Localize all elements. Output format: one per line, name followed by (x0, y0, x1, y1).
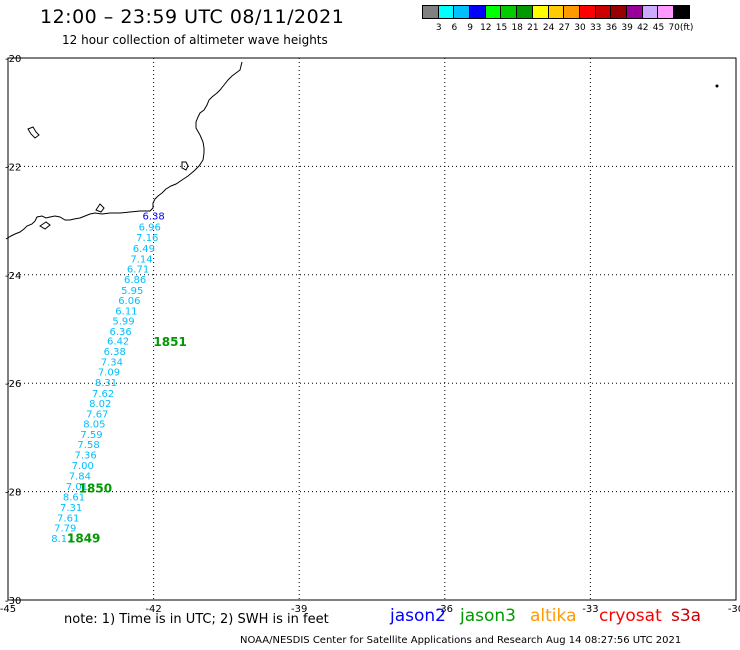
wave-height-value: 7.36 (75, 451, 97, 462)
wave-height-value: 8.61 (63, 492, 85, 503)
lat-tick-label: -30 (5, 596, 21, 607)
wave-height-value: 8.17 (51, 534, 73, 545)
wave-height-value: 7.31 (60, 503, 82, 514)
lat-tick-label: -20 (5, 54, 21, 65)
wave-height-value: 7.59 (80, 430, 102, 441)
lat-tick-label: -24 (5, 271, 21, 282)
credit-line: NOAA/NESDIS Center for Satellite Applica… (240, 635, 682, 646)
wave-height-value: 7.34 (101, 357, 123, 368)
coastal-lagoon (39, 221, 51, 230)
lon-tick-label: -42 (145, 604, 161, 615)
wave-height-value: 7.58 (77, 440, 99, 451)
wave-height-value: 7.62 (92, 389, 114, 400)
coastal-island (181, 161, 189, 171)
wave-height-value: 7.61 (57, 513, 79, 524)
brazil-coastline (5, 61, 243, 240)
footer-note: note: 1) Time is in UTC; 2) SWH is in fe… (64, 612, 329, 627)
color-scale-label: 39 (621, 23, 633, 33)
observations-layer: 6.386.967.166.497.146.716.865.956.066.11… (51, 212, 187, 546)
lon-tick-label: -45 (0, 604, 16, 615)
color-scale-label: 21 (527, 23, 539, 33)
wave-height-value: 5.99 (112, 317, 134, 328)
color-scale-label: 33 (589, 23, 602, 33)
color-scale-label: 27 (558, 23, 571, 33)
wave-height-color-scale: 3 6 9 12 15 18 21 24 27 30 33 36 39 42 45 70 (ft) (422, 5, 693, 33)
color-scale-label: 6 (451, 23, 458, 33)
lon-tick-label: -36 (437, 604, 453, 615)
wave-height-value: 7.00 (72, 461, 94, 472)
map-subtitle: 12 hour collection of altimeter wave hei… (62, 33, 328, 47)
coastline (5, 61, 719, 240)
color-scale-label: 24 (542, 23, 555, 33)
wave-height-value: 6.36 (109, 327, 131, 338)
wave-height-value: 8.02 (89, 399, 111, 410)
lon-tick-label: -39 (291, 604, 307, 615)
inland-lagoon (27, 126, 40, 139)
color-scale-unit: (ft) (679, 23, 694, 33)
lon-tick-label: -30 (728, 604, 740, 615)
map-frame (7, 57, 737, 601)
wave-height-value: 6.86 (124, 275, 146, 286)
lon-tick-label: -33 (582, 604, 598, 615)
wave-height-value: 6.71 (127, 265, 149, 276)
pass-time-label: 1850 (79, 482, 112, 496)
map-title: 12:00 – 23:59 UTC 08/11/2021 (40, 6, 345, 28)
color-scale-label: 36 (605, 23, 618, 33)
color-scale-swatches (422, 5, 690, 19)
wave-height-value: 7.84 (69, 472, 91, 483)
wave-height-value: 6.38 (104, 347, 126, 358)
wave-height-value: 8.05 (83, 420, 105, 431)
wave-height-value: 7.14 (130, 254, 152, 265)
pass-time-label: 1851 (153, 335, 186, 349)
lat-tick-label: -28 (5, 488, 21, 499)
wave-height-value: 6.42 (107, 337, 129, 348)
lat-lon-grid: -45 -42 -39 -36 -33 -30 -20 -22 -24 -26 -28 -30 (0, 54, 740, 615)
color-scale-label: 70 (668, 23, 680, 33)
color-scale-label: 18 (511, 23, 523, 33)
wave-height-value: 7.79 (54, 524, 76, 535)
color-scale-label: 9 (467, 23, 473, 33)
wave-height-value: 6.38 (142, 212, 164, 223)
wave-height-value: 6.49 (133, 244, 155, 255)
legend-s3a: s3a (671, 606, 702, 626)
lat-tick-label: -22 (5, 162, 21, 173)
lat-tick-label: -26 (5, 379, 21, 390)
color-scale-label: 3 (435, 23, 442, 33)
wave-height-value: 7.09 (98, 368, 120, 379)
color-scale-label: 45 (652, 23, 665, 33)
wave-height-value: 7.67 (86, 409, 108, 420)
legend-cryosat: cryosat (599, 606, 662, 626)
wave-height-value: 8.31 (95, 378, 117, 389)
color-scale-label: 15 (495, 23, 508, 33)
wave-height-value: 7.16 (136, 233, 158, 244)
island-dot (715, 84, 719, 88)
color-scale-label: 30 (574, 23, 586, 33)
legend-altika: altika (530, 606, 577, 626)
wave-height-value: 5.95 (121, 286, 143, 297)
pass-time-label: 1849 (67, 532, 100, 546)
legend-jason3: jason3 (460, 606, 516, 626)
wave-height-value: 6.96 (139, 222, 161, 233)
legend-jason2: jason2 (390, 606, 446, 626)
color-scale-label: 42 (637, 23, 649, 33)
wave-height-value: 6.06 (118, 296, 140, 307)
wave-height-value: 6.11 (115, 306, 137, 317)
color-swatch-16 (673, 5, 690, 19)
color-scale-label: 12 (480, 23, 492, 33)
bay-outline (95, 203, 105, 213)
color-scale-labels: 3 6 9 12 15 18 21 24 27 30 33 36 39 42 45 70 (ft) (422, 23, 740, 35)
wave-height-value: 7.01 (66, 482, 88, 493)
